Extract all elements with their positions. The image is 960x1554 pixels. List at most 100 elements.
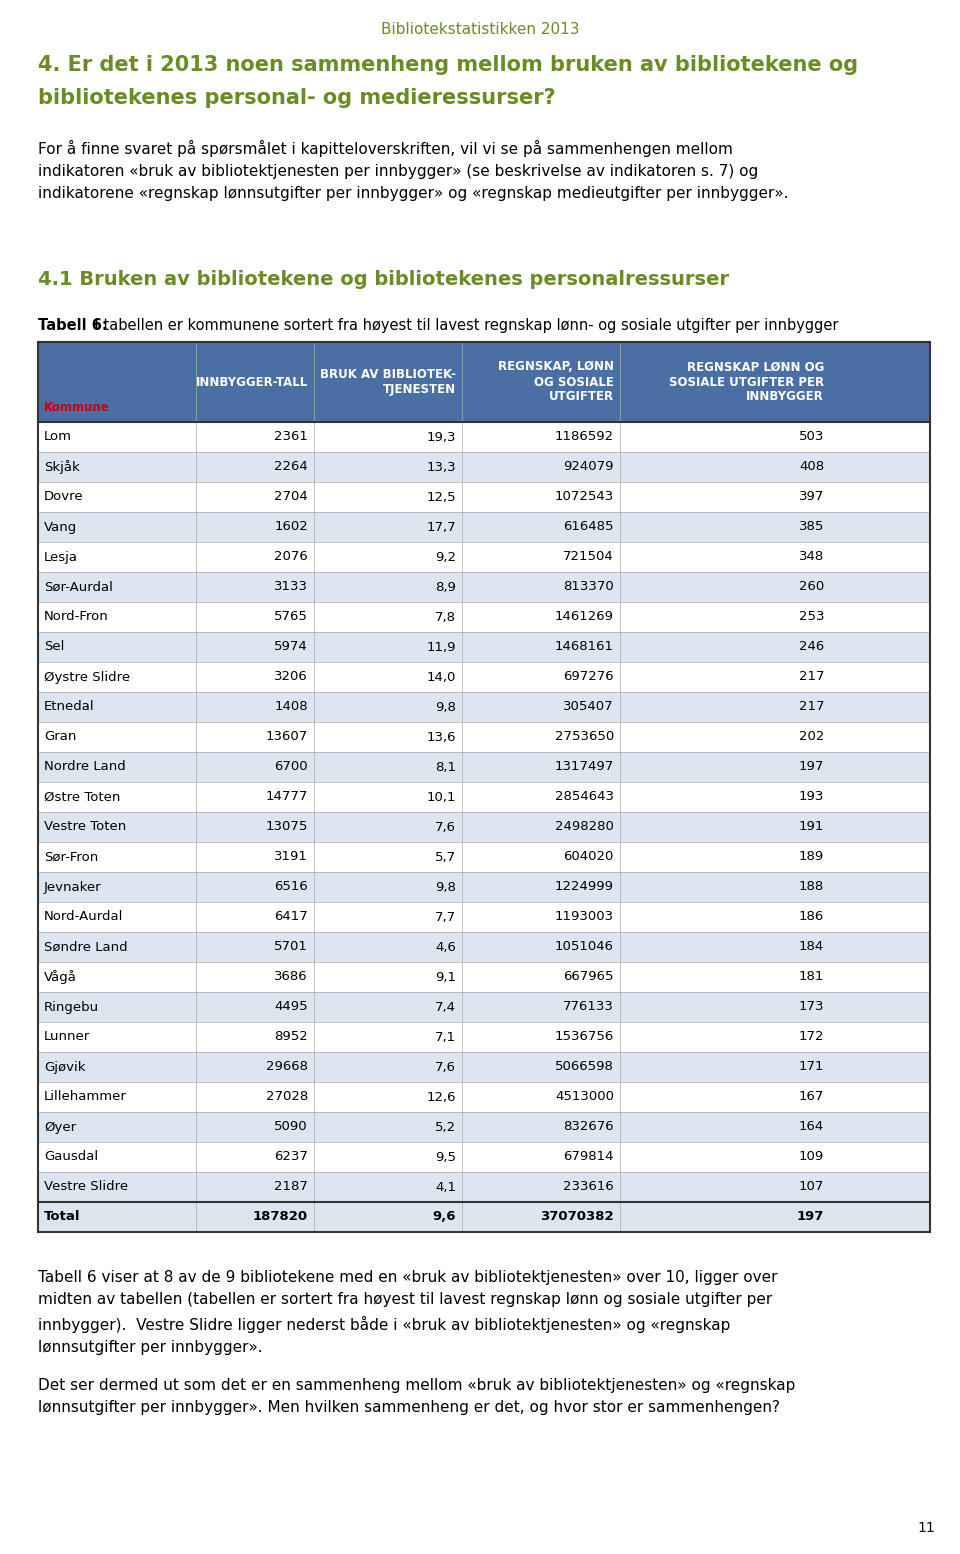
Bar [38,782,930,813]
Text: 1072543: 1072543 [555,491,614,503]
Text: 13,6: 13,6 [426,730,456,743]
Text: 616485: 616485 [564,521,614,533]
Text: I tabellen er kommunene sortert fra høyest til lavest regnskap lønn- og sosiale : I tabellen er kommunene sortert fra høye… [90,319,838,333]
Text: 19,3: 19,3 [426,430,456,443]
Text: 12,5: 12,5 [426,491,456,503]
Bar [38,572,930,601]
Text: 164: 164 [799,1120,824,1133]
Text: 5,2: 5,2 [435,1120,456,1133]
Text: 10,1: 10,1 [426,791,456,803]
Text: bibliotekenes personal- og medieressurser?: bibliotekenes personal- og medieressurse… [38,89,556,107]
Text: 3191: 3191 [275,850,308,864]
Text: 189: 189 [799,850,824,864]
Text: 107: 107 [799,1181,824,1193]
Text: Lesja: Lesja [44,550,78,564]
Text: 3133: 3133 [274,581,308,594]
Text: Vestre Slidre: Vestre Slidre [44,1181,128,1193]
Text: Tabell 6:: Tabell 6: [38,319,108,333]
Text: 27028: 27028 [266,1091,308,1103]
Text: 397: 397 [799,491,824,503]
Text: 6700: 6700 [275,760,308,774]
Bar [38,692,930,723]
Text: 2704: 2704 [275,491,308,503]
Text: Nordre Land: Nordre Land [44,760,126,774]
Text: 9,8: 9,8 [435,881,456,894]
Text: 9,6: 9,6 [433,1211,456,1223]
Text: 408: 408 [799,460,824,474]
Text: 697276: 697276 [564,670,614,684]
Text: 1051046: 1051046 [555,940,614,954]
Text: 4,6: 4,6 [435,940,456,954]
Text: 181: 181 [799,971,824,984]
Text: 29668: 29668 [266,1060,308,1074]
Text: Østre Toten: Østre Toten [44,791,120,803]
Text: 193: 193 [799,791,824,803]
Text: Nord-Fron: Nord-Fron [44,611,108,623]
Text: Skjåk: Skjåk [44,460,80,474]
Text: 305407: 305407 [564,701,614,713]
Bar [38,632,930,662]
Text: 8952: 8952 [275,1030,308,1043]
Text: 197: 197 [799,760,824,774]
Text: 1468161: 1468161 [555,640,614,654]
Text: REGNSKAP LØNN OG
SOSIALE UTGIFTER PER
INNBYGGER: REGNSKAP LØNN OG SOSIALE UTGIFTER PER IN… [669,361,824,404]
Text: 7,6: 7,6 [435,1060,456,1074]
Text: 14777: 14777 [266,791,308,803]
Text: 832676: 832676 [564,1120,614,1133]
Text: 2498280: 2498280 [555,821,614,833]
Text: 385: 385 [799,521,824,533]
Text: 1224999: 1224999 [555,881,614,894]
Text: 776133: 776133 [564,1001,614,1013]
Text: Kommune: Kommune [44,401,109,413]
Text: 9,1: 9,1 [435,971,456,984]
Text: Gausdal: Gausdal [44,1150,98,1164]
Text: 191: 191 [799,821,824,833]
Text: 2361: 2361 [275,430,308,443]
Bar [38,1052,930,1082]
Bar [38,1172,930,1201]
Bar [38,1113,930,1142]
Text: Sør-Fron: Sør-Fron [44,850,98,864]
Text: 8,1: 8,1 [435,760,456,774]
Text: Jevnaker: Jevnaker [44,881,102,894]
Text: 1186592: 1186592 [555,430,614,443]
Text: 6516: 6516 [275,881,308,894]
Text: 14,0: 14,0 [426,670,456,684]
Text: 11: 11 [917,1521,935,1535]
Text: 4513000: 4513000 [555,1091,614,1103]
Text: 2753650: 2753650 [555,730,614,743]
Text: 7,4: 7,4 [435,1001,456,1013]
Text: 9,2: 9,2 [435,550,456,564]
Text: 9,8: 9,8 [435,701,456,713]
Text: 813370: 813370 [564,581,614,594]
Text: 233616: 233616 [564,1181,614,1193]
Text: Det ser dermed ut som det er en sammenheng mellom «bruk av bibliotektjenesten» o: Det ser dermed ut som det er en sammenhe… [38,1378,796,1416]
Text: Nord-Aurdal: Nord-Aurdal [44,911,124,923]
Bar [38,723,930,752]
Text: 2264: 2264 [275,460,308,474]
Text: 4495: 4495 [275,1001,308,1013]
Text: BRUK AV BIBLIOTEK-
TJENESTEN: BRUK AV BIBLIOTEK- TJENESTEN [320,368,456,396]
Text: 1193003: 1193003 [555,911,614,923]
Text: 2187: 2187 [275,1181,308,1193]
Text: 503: 503 [799,430,824,443]
Text: 260: 260 [799,581,824,594]
Text: 604020: 604020 [564,850,614,864]
Text: Sel: Sel [44,640,64,654]
Text: 186: 186 [799,911,824,923]
Text: 1461269: 1461269 [555,611,614,623]
Bar [38,482,930,511]
Text: 6417: 6417 [275,911,308,923]
Text: 4. Er det i 2013 noen sammenheng mellom bruken av bibliotekene og: 4. Er det i 2013 noen sammenheng mellom … [38,54,858,75]
Text: 4,1: 4,1 [435,1181,456,1193]
Bar [38,342,930,423]
Text: 7,8: 7,8 [435,611,456,623]
Text: 7,6: 7,6 [435,821,456,833]
Bar [38,1142,930,1172]
Bar [38,1023,930,1052]
Text: 202: 202 [799,730,824,743]
Bar [38,962,930,991]
Bar [38,813,930,842]
Text: 1536756: 1536756 [555,1030,614,1043]
Text: Vang: Vang [44,521,77,533]
